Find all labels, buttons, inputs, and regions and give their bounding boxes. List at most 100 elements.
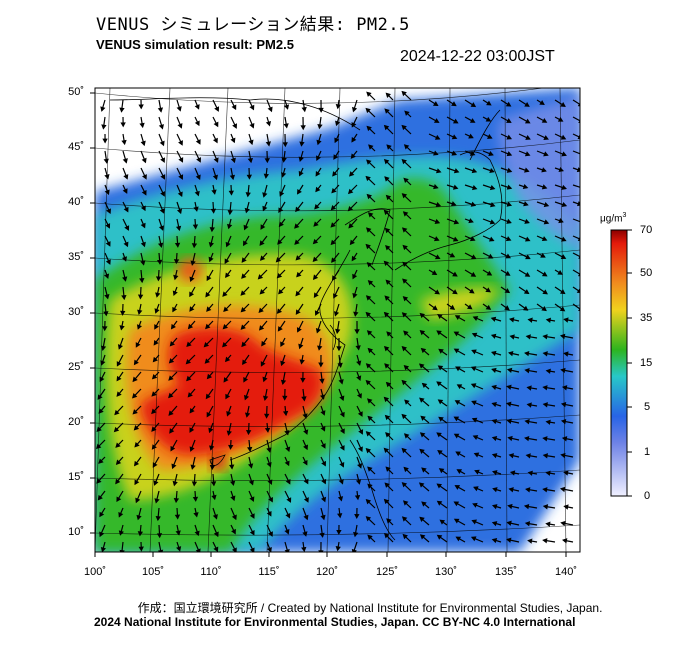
- wind-arrow-head: [434, 134, 441, 140]
- wind-arrow-head: [333, 293, 338, 299]
- wind-arrow-head: [97, 394, 103, 400]
- wind-arrow-head: [384, 108, 390, 114]
- wind-arrow-head: [527, 470, 533, 476]
- wind-arrow-head: [453, 416, 460, 422]
- wind-arrow-head: [212, 174, 218, 181]
- wind-arrow-head: [295, 290, 301, 297]
- wind-arrow-head: [365, 107, 371, 114]
- wind-arrow-head: [104, 189, 110, 196]
- wind-arrow-head: [249, 547, 255, 552]
- wind-arrow-head: [118, 512, 124, 518]
- wind-arrow-head: [241, 273, 247, 279]
- wind-arrow-head: [453, 219, 460, 225]
- wind-arrow-head: [385, 194, 392, 201]
- wind-arrow-head: [155, 515, 161, 522]
- wind-arrow-head: [268, 496, 273, 503]
- wind-arrow-head: [191, 243, 198, 249]
- wind-arrow-head: [231, 514, 237, 521]
- wind-arrow-head: [169, 428, 175, 434]
- wind-arrow-head: [543, 219, 550, 225]
- wind-arrow-head: [262, 376, 268, 383]
- wind-arrow-head: [203, 341, 210, 348]
- wind-arrow-head: [295, 255, 301, 261]
- wind-arrow-head: [318, 362, 324, 368]
- wind-arrow-head: [315, 170, 321, 177]
- wind-arrow-head: [189, 276, 195, 283]
- wind-arrow-head: [194, 120, 200, 127]
- wind-arrow-head: [541, 167, 547, 173]
- wind-arrow-head: [543, 201, 550, 208]
- wind-arrow-head: [321, 460, 326, 467]
- wind-arrow-head: [418, 482, 425, 488]
- wind-arrow-head: [356, 360, 362, 366]
- wind-arrow-head: [132, 393, 138, 399]
- colorbar-tick-70: 70: [640, 224, 653, 236]
- lat-label-30: 30˚: [68, 306, 84, 318]
- wind-arrow-head: [102, 138, 108, 144]
- wind-arrow-head: [317, 345, 323, 351]
- wind-arrow-head: [508, 351, 514, 357]
- wind-arrow-head: [490, 202, 496, 208]
- wind-arrow-head: [385, 432, 391, 438]
- wind-arrow-head: [260, 224, 266, 230]
- wind-arrow-head: [104, 273, 110, 280]
- wind-arrow-head: [454, 315, 461, 321]
- wind-arrow-head: [140, 140, 146, 147]
- wind-arrow-head: [506, 134, 512, 140]
- wind-arrow-head: [243, 240, 248, 247]
- wind-arrow-head: [156, 533, 163, 539]
- wind-arrow-head: [298, 170, 304, 177]
- wind-arrow-head: [116, 375, 122, 382]
- wind-arrow-head: [453, 433, 460, 439]
- wind-arrow-head: [383, 498, 390, 505]
- wind-arrow-head: [194, 104, 200, 110]
- wind-arrow-head: [419, 312, 426, 319]
- wind-arrow-head: [100, 546, 107, 552]
- wind-arrow-head: [335, 120, 341, 127]
- wind-arrow-head: [543, 151, 549, 157]
- wind-arrow-head: [285, 512, 291, 519]
- wind-arrow-head: [365, 295, 372, 301]
- wind-arrow-head: [386, 518, 392, 524]
- wind-arrow-head: [141, 157, 147, 164]
- wind-arrow-head: [284, 460, 290, 467]
- wind-arrow-head: [365, 516, 372, 522]
- wind-arrow-head: [504, 305, 510, 311]
- wind-arrow-head: [527, 317, 533, 323]
- wind-arrow-head: [260, 361, 266, 367]
- lon-label-120: 120˚: [315, 566, 339, 578]
- wind-arrow-head: [142, 174, 147, 180]
- wind-arrow-head: [247, 446, 253, 453]
- wind-arrow-head: [436, 381, 442, 387]
- wind-arrow-head: [170, 323, 176, 330]
- wind-arrow-head: [401, 124, 407, 131]
- wind-arrow-head: [366, 330, 373, 336]
- wind-arrow-head: [524, 350, 530, 357]
- wind-arrow-head: [168, 410, 174, 416]
- wind-arrow-head: [455, 451, 461, 457]
- wind-arrow-head: [114, 409, 120, 416]
- wind-arrow-head: [488, 150, 494, 156]
- wind-arrow-head: [542, 289, 548, 295]
- wind-arrow-head: [213, 531, 219, 538]
- wind-arrow-head: [210, 208, 217, 214]
- wind-arrow-head: [332, 171, 338, 177]
- wind-arrow-head: [282, 395, 288, 401]
- wind-arrow-head: [333, 311, 340, 317]
- wind-arrow-head: [433, 118, 440, 123]
- wind-arrow-head: [491, 504, 498, 510]
- wind-arrow-head: [385, 381, 392, 388]
- wind-arrow-head: [402, 244, 408, 251]
- wind-arrow-head: [330, 204, 337, 211]
- wind-arrow-head: [132, 409, 138, 415]
- wind-arrow-head: [366, 193, 372, 200]
- wind-arrow-head: [157, 242, 164, 248]
- wind-arrow-head: [158, 124, 164, 130]
- wind-arrow-head: [437, 365, 444, 371]
- wind-arrow-head: [489, 184, 496, 191]
- wind-arrow-head: [384, 295, 390, 301]
- wind-arrow-head: [172, 480, 178, 487]
- wind-arrow-head: [421, 501, 427, 507]
- wind-arrow-head: [355, 479, 362, 485]
- wind-arrow-head: [542, 487, 548, 493]
